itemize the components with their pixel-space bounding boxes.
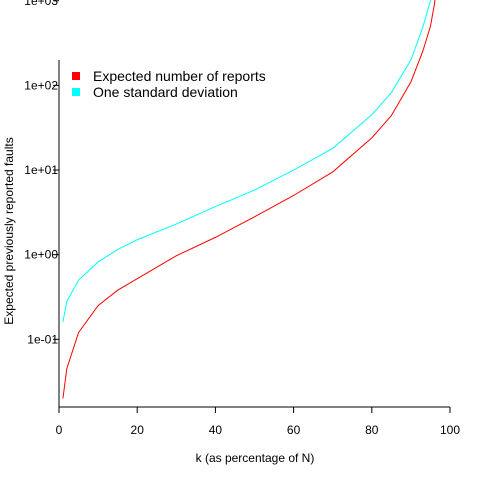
x-tick-label: 40 [209,423,223,437]
series-line-0 [62,0,436,399]
x-tick-label: 0 [56,423,63,437]
legend-label: Expected number of reports [93,68,266,84]
legend-swatch [72,88,80,96]
y-ticks: 1e-01 1e+00 1e+01 1e+02 1e+03 [24,0,59,346]
series-layer [62,0,436,399]
x-tick-label: 60 [287,423,301,437]
y-axis-label: Expected previously reported faults [2,137,16,324]
y-tick-label: 1e+00 [24,248,58,262]
x-tick-label: 100 [440,423,460,437]
x-tick-label: 20 [131,423,145,437]
y-tick-label: 1e+03 [24,0,58,8]
y-tick-label: 1e+01 [24,163,58,177]
x-ticks: 0 20 40 60 80 100 [56,407,460,437]
y-tick-label: 1e-01 [27,332,58,346]
x-tick-label: 80 [365,423,379,437]
series-line-1 [62,0,432,323]
y-tick-label: 1e+02 [24,78,58,92]
legend-swatch [72,72,80,80]
legend-label: One standard deviation [93,84,238,100]
x-axis-label: k (as percentage of N) [196,451,315,465]
